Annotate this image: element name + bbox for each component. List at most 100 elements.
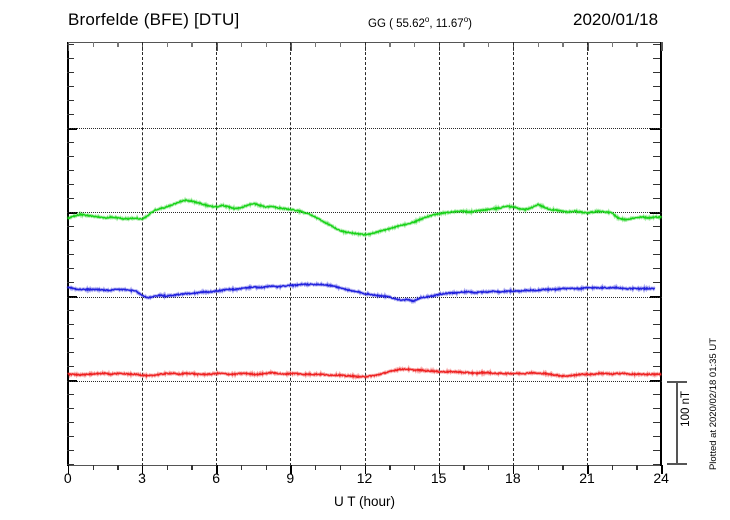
x-axis-tick-label: 24 bbox=[653, 470, 669, 486]
chart-header: Brorfelde (BFE) [DTU] GG ( 55.62o, 11.67… bbox=[0, 0, 730, 40]
y-axis-minor-tick bbox=[67, 58, 74, 60]
geo-longitude: 11.67 bbox=[435, 17, 464, 30]
x-axis-minor-tick bbox=[389, 464, 391, 470]
y-axis-minor-tick bbox=[653, 366, 661, 368]
baseline-f bbox=[67, 128, 662, 129]
geo-prefix: GG ( bbox=[368, 17, 397, 30]
component-label-f bbox=[0, 92, 62, 94]
y-axis-minor-tick bbox=[67, 366, 74, 368]
vertical-gridline bbox=[438, 42, 440, 466]
y-axis-minor-tick bbox=[67, 100, 74, 102]
trace-z bbox=[67, 367, 662, 379]
y-axis-minor-tick bbox=[653, 408, 661, 410]
vertical-gridline bbox=[216, 42, 218, 466]
x-axis-major-tick bbox=[661, 42, 663, 51]
trace-halo-x bbox=[66, 196, 663, 238]
vertical-gridline bbox=[290, 42, 292, 466]
x-axis-tick-label: 3 bbox=[138, 470, 146, 486]
x-axis-minor-tick bbox=[117, 42, 119, 47]
baseline-y bbox=[67, 297, 662, 298]
degree-icon: o bbox=[424, 15, 430, 24]
vertical-gridline bbox=[512, 42, 514, 466]
y-axis-minor-tick bbox=[67, 268, 74, 270]
degree-icon: o bbox=[463, 15, 469, 24]
x-axis-major-tick bbox=[216, 464, 218, 474]
x-axis-major-tick bbox=[438, 464, 441, 474]
scale-bar-label: 100 nT bbox=[680, 391, 692, 427]
y-axis-minor-tick bbox=[653, 142, 661, 144]
vertical-gridline bbox=[587, 42, 589, 466]
observation-date: 2020/01/18 bbox=[573, 10, 659, 29]
y-axis-minor-tick bbox=[67, 198, 74, 200]
x-axis-major-tick bbox=[141, 464, 144, 474]
x-axis-title: U T (hour) bbox=[333, 494, 396, 509]
y-axis-minor-tick bbox=[653, 352, 661, 354]
y-axis-minor-tick bbox=[67, 240, 74, 242]
x-axis-minor-tick bbox=[562, 464, 564, 470]
x-axis-minor-tick bbox=[240, 464, 243, 470]
plotted-at-timestamp: Plotted at 2020/02/18 01:35 UT bbox=[708, 338, 719, 471]
x-axis-minor-tick bbox=[463, 464, 465, 470]
x-axis-tick-label: 9 bbox=[286, 470, 295, 486]
x-axis-minor-tick bbox=[191, 464, 193, 470]
x-axis-minor-tick bbox=[315, 464, 317, 470]
y-axis-minor-tick bbox=[653, 324, 661, 326]
y-axis-minor-tick bbox=[67, 184, 74, 186]
x-axis-minor-tick bbox=[92, 42, 94, 47]
y-axis-minor-tick bbox=[67, 114, 74, 116]
vertical-gridline bbox=[141, 42, 143, 466]
y-axis-minor-tick bbox=[67, 86, 74, 88]
y-axis-minor-tick bbox=[653, 226, 661, 228]
x-axis-tick-label: 21 bbox=[579, 470, 595, 486]
geographic-coordinates: GG ( 55.62o, 11.67o) bbox=[368, 15, 472, 30]
x-axis-tick-label: 12 bbox=[356, 470, 373, 486]
y-axis-minor-tick bbox=[67, 226, 74, 228]
data-traces bbox=[66, 196, 663, 381]
y-axis-major-tick bbox=[650, 380, 661, 382]
plot-frame-right bbox=[660, 42, 662, 466]
x-axis-tick-label: 6 bbox=[212, 470, 221, 486]
y-axis-minor-tick bbox=[653, 44, 661, 46]
geo-latitude: 55.62 bbox=[396, 17, 425, 30]
y-axis-major-tick bbox=[67, 380, 77, 382]
x-axis-minor-tick bbox=[636, 42, 638, 47]
y-axis-minor-tick bbox=[653, 86, 661, 88]
x-axis-minor-tick bbox=[413, 42, 416, 47]
x-axis-minor-tick bbox=[488, 464, 490, 470]
x-axis-minor-tick bbox=[562, 42, 564, 47]
x-axis-tick-label: 0 bbox=[63, 470, 72, 486]
y-axis-minor-tick bbox=[653, 450, 661, 452]
y-axis-minor-tick bbox=[67, 254, 74, 256]
y-axis-minor-tick bbox=[653, 184, 661, 186]
y-axis-minor-tick bbox=[67, 282, 74, 284]
y-axis-minor-tick bbox=[67, 338, 74, 340]
y-axis-minor-tick bbox=[653, 156, 661, 158]
x-axis-minor-tick bbox=[240, 42, 243, 47]
y-axis-minor-tick bbox=[67, 408, 74, 410]
x-axis-minor-tick bbox=[611, 464, 614, 470]
y-axis-minor-tick bbox=[653, 240, 661, 242]
x-axis-minor-tick bbox=[389, 42, 391, 47]
component-label-y bbox=[0, 261, 62, 263]
x-axis-minor-tick bbox=[315, 42, 317, 47]
y-axis-minor-tick bbox=[67, 422, 74, 424]
scale-bar-cap-bottom bbox=[667, 463, 687, 465]
baseline-x bbox=[67, 212, 662, 213]
component-label-z bbox=[0, 345, 62, 347]
x-axis-major-tick bbox=[67, 42, 70, 51]
trace-y bbox=[67, 282, 656, 303]
x-axis-major-tick bbox=[364, 464, 366, 474]
y-axis-minor-tick bbox=[653, 100, 661, 102]
y-axis-minor-tick bbox=[653, 72, 661, 74]
y-axis-minor-tick bbox=[67, 72, 74, 74]
y-axis-minor-tick bbox=[67, 44, 74, 46]
x-axis-tick-label: 15 bbox=[430, 470, 447, 486]
y-axis-minor-tick bbox=[67, 436, 74, 438]
x-axis-minor-tick bbox=[611, 42, 614, 47]
x-axis-minor-tick bbox=[413, 464, 416, 470]
x-axis-minor-tick bbox=[92, 464, 94, 470]
y-axis-minor-tick bbox=[653, 268, 661, 270]
x-axis-minor-tick bbox=[166, 464, 168, 470]
y-axis-minor-tick bbox=[67, 156, 74, 158]
scale-bar-cap-top bbox=[667, 381, 687, 383]
